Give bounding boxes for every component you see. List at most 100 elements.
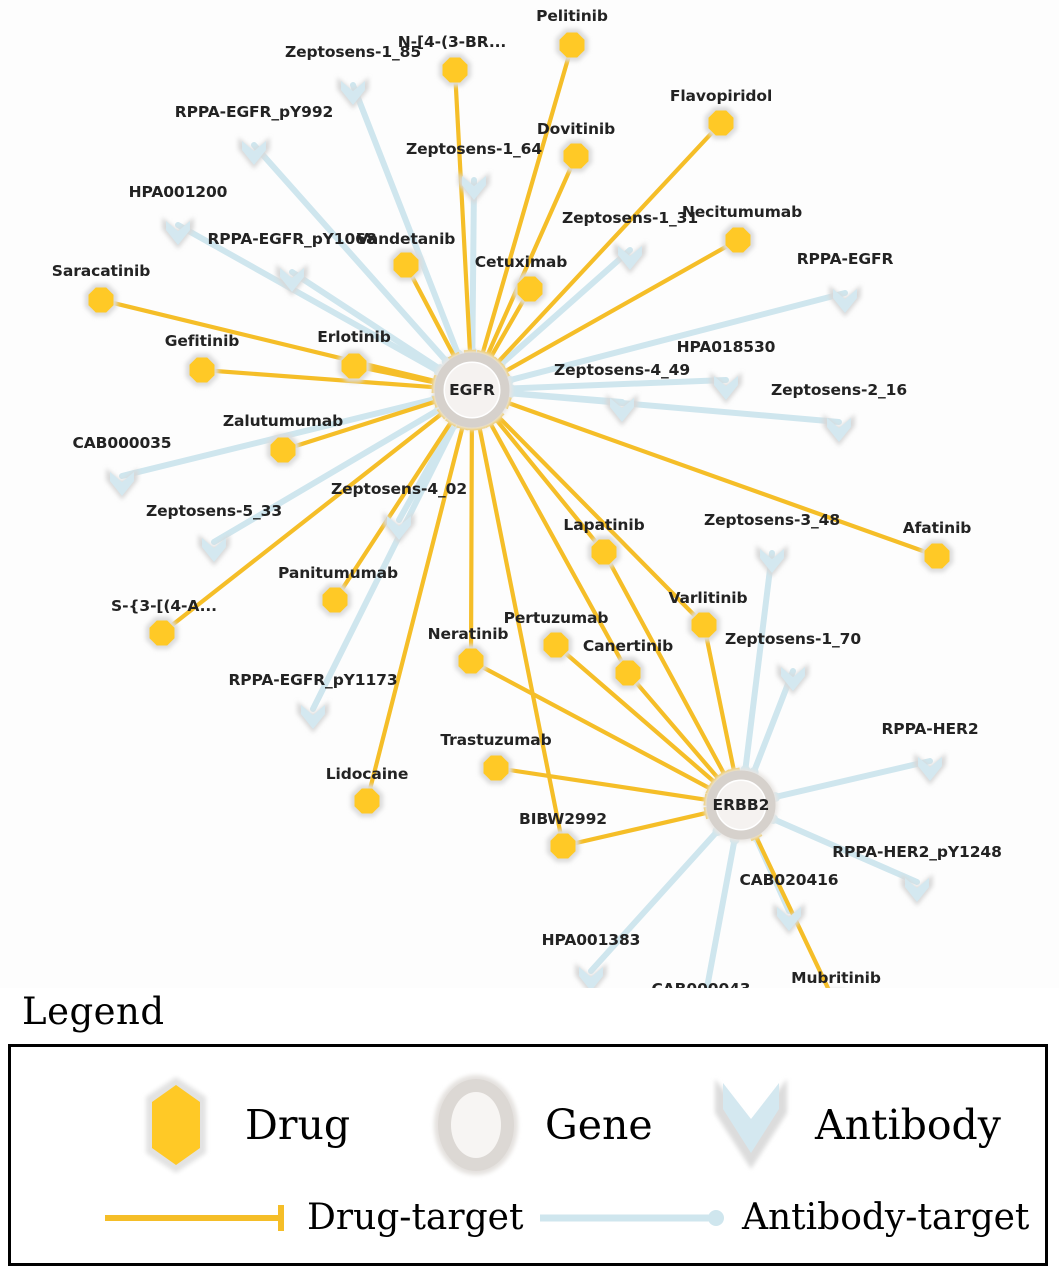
- antibody-chevron-icon: [905, 878, 929, 902]
- antibody-node[interactable]: [297, 701, 329, 733]
- graph-edge: [211, 406, 443, 545]
- drug-node[interactable]: [266, 433, 300, 467]
- graph-edge: [553, 642, 717, 785]
- drug-node[interactable]: [318, 583, 352, 617]
- graph-edge: [495, 120, 724, 365]
- graph-edge: [332, 419, 454, 603]
- drug-node[interactable]: [454, 644, 488, 678]
- graph-edge: [199, 367, 437, 390]
- drug-node[interactable]: [721, 223, 755, 257]
- antibody-node[interactable]: [914, 753, 946, 785]
- drug-node[interactable]: [350, 784, 384, 818]
- graph-edge: [497, 247, 633, 368]
- antibody-chevron-icon: [777, 907, 801, 931]
- graph-edge: [469, 177, 477, 356]
- graph-edge: [350, 82, 462, 358]
- drug-node[interactable]: [185, 353, 219, 387]
- graph-edge: [502, 237, 741, 374]
- drug-octagon-icon: [924, 543, 950, 569]
- graph-edge: [506, 377, 729, 392]
- legend-label-drug-target: Drug-target: [307, 1197, 524, 1238]
- graph-edge: [750, 668, 796, 776]
- antibody-node[interactable]: [575, 963, 607, 995]
- antibody-node[interactable]: [458, 172, 490, 204]
- antibody-node[interactable]: [829, 285, 861, 317]
- drug-node[interactable]: [539, 628, 573, 662]
- antibody-node[interactable]: [614, 242, 646, 274]
- graph-edge: [505, 290, 848, 384]
- gene-ring-icon: [706, 770, 776, 840]
- antibody-node[interactable]: [337, 77, 369, 109]
- drug-node[interactable]: [559, 139, 593, 173]
- antibody-node[interactable]: [756, 545, 788, 577]
- drug-node[interactable]: [546, 829, 580, 863]
- antibody-node[interactable]: [106, 468, 138, 500]
- graph-edge: [485, 153, 579, 358]
- drug-octagon-icon: [322, 587, 348, 613]
- antibody-node[interactable]: [773, 903, 805, 935]
- antibody-node[interactable]: [198, 534, 230, 566]
- drug-octagon-icon: [543, 632, 569, 658]
- antibody-chevron-icon: [462, 176, 486, 200]
- drug-node[interactable]: [704, 106, 738, 140]
- antibody-chevron-icon: [760, 549, 784, 573]
- drug-octagon-icon: [708, 110, 734, 136]
- drug-node[interactable]: [389, 248, 423, 282]
- graph-edge: [98, 297, 438, 384]
- antibody-chevron-icon: [202, 538, 226, 562]
- graph-edge: [625, 670, 721, 781]
- antibody-node[interactable]: [276, 264, 308, 296]
- drug-octagon-icon: [270, 437, 296, 463]
- drug-octagon-icon: [483, 755, 509, 781]
- antibody-chevron-icon: [387, 516, 411, 540]
- graph-edge: [175, 222, 442, 375]
- gene-center: [445, 363, 499, 417]
- legend-item-drug: Drug: [121, 1065, 350, 1185]
- graph-edge: [289, 269, 444, 373]
- legend-label-drug: Drug: [245, 1101, 351, 1149]
- antibody-node[interactable]: [901, 874, 933, 906]
- antibody-node[interactable]: [383, 512, 415, 544]
- drug-node[interactable]: [337, 349, 371, 383]
- legend-item-antibody: Antibody: [701, 1065, 1001, 1185]
- antibody-chevron-icon: [579, 967, 603, 991]
- drug-octagon-icon: [341, 353, 367, 379]
- antibody-node[interactable]: [238, 137, 270, 169]
- drug-node[interactable]: [513, 272, 547, 306]
- antibody-node[interactable]: [823, 414, 855, 446]
- graph-edge: [159, 411, 445, 636]
- graph-edge: [480, 42, 575, 356]
- node-layer: [84, 28, 954, 1000]
- drug-node[interactable]: [587, 535, 621, 569]
- antibody-node[interactable]: [710, 372, 742, 404]
- antibody-node[interactable]: [606, 394, 638, 426]
- antibody-chevron-icon: [110, 472, 134, 496]
- gene-ring-icon: [434, 1075, 518, 1175]
- graph-edge: [403, 262, 457, 359]
- drug-node[interactable]: [145, 616, 179, 650]
- graph-edge: [506, 390, 842, 425]
- graph-edge: [493, 417, 607, 555]
- legend-title: Legend: [22, 990, 165, 1033]
- legend-label-antibody: Antibody: [815, 1101, 1001, 1149]
- graph-edge: [701, 622, 737, 773]
- drug-octagon-icon: [517, 276, 543, 302]
- graph-edge: [280, 399, 438, 453]
- drug-node[interactable]: [84, 283, 118, 317]
- drug-node[interactable]: [479, 751, 513, 785]
- drug-node[interactable]: [687, 608, 721, 642]
- drug-node[interactable]: [611, 656, 645, 690]
- gene-node[interactable]: [704, 768, 778, 842]
- antibody-node[interactable]: [777, 663, 809, 695]
- legend-label-antibody-target: Antibody-target: [742, 1197, 1030, 1238]
- drug-node[interactable]: [920, 539, 954, 573]
- drug-node[interactable]: [438, 53, 472, 87]
- gene-ring-icon: [434, 352, 510, 428]
- drug-node[interactable]: [555, 28, 589, 62]
- legend: Legend Drug Gene Antibody: [0, 988, 1059, 1280]
- graph-edge: [772, 758, 933, 801]
- gene-node[interactable]: [432, 350, 512, 430]
- antibody-node[interactable]: [162, 217, 194, 249]
- graph-edge: [452, 67, 473, 355]
- drug-octagon-icon: [725, 227, 751, 253]
